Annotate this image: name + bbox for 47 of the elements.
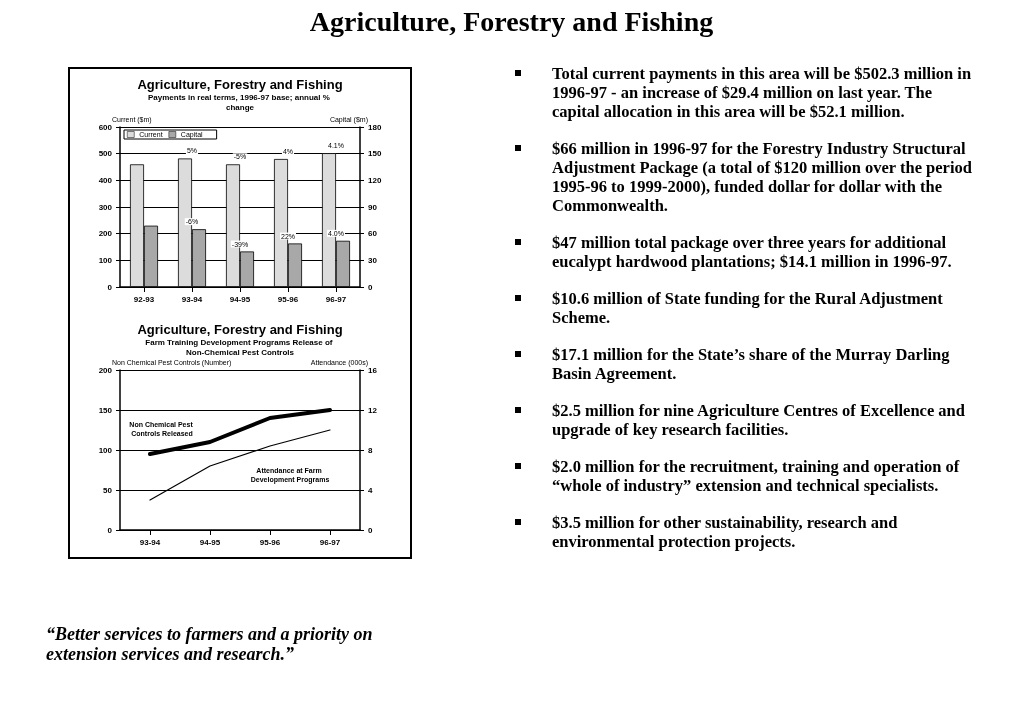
y-tick-label: 300: [98, 202, 113, 212]
y2-tick-label: 30: [368, 255, 378, 265]
y2-tick-label: 60: [368, 229, 378, 239]
x-tick-label: 96-97: [319, 537, 341, 547]
y-tick-label: 400: [98, 175, 113, 185]
x-tick-label: 94-95: [199, 537, 221, 547]
y2-tick-label: 0: [368, 525, 373, 535]
y2-tick-label: 0: [368, 282, 373, 292]
y-tick-label: 200: [98, 229, 113, 239]
x-tick-label: 93-94: [181, 294, 203, 304]
y2-tick-label: 8: [368, 445, 373, 455]
y-tick-label: 100: [98, 255, 113, 265]
y2-tick-label: 120: [368, 175, 382, 185]
y-tick-label: 100: [98, 445, 113, 455]
chart-title: Agriculture, Forestry and Fishing: [137, 77, 343, 92]
y2-tick-label: 4: [368, 485, 373, 495]
text: Total current payments in this area will be $502.3 million in 1996-97 - an increase of $29.4 million on last year. The capital allocation in this area will be $52.1 million.: [551, 64, 973, 121]
y-tick-label: 500: [98, 149, 113, 159]
x-tick-label: 96-97: [325, 294, 347, 304]
y2-tick-label: 12: [368, 405, 378, 415]
y-tick-label: 50: [103, 485, 113, 495]
text: $47 million total package over three years for additional eucalypt hardwood plantations; $14.1 million in 1996-97.: [551, 233, 953, 271]
y-tick-label: 150: [98, 405, 113, 415]
text: “Better services to farmers and a priority on extension services and research.”: [46, 624, 374, 664]
y2-tick-label: 16: [368, 365, 378, 375]
chart-subtitle: Farm Training Development Programs Release of Non-Chemical Pest Controls: [145, 337, 335, 357]
x-tick-label: 94-95: [229, 294, 251, 304]
x-tick-label: 93-94: [139, 537, 161, 547]
chart-subtitle: Payments in real terms, 1996-97 base; annual % change: [147, 92, 333, 112]
x-tick-label: 95-96: [259, 537, 281, 547]
text: Agriculture, Forestry and Fishing: [308, 6, 715, 38]
y-tick-label: 600: [98, 122, 113, 132]
x-tick-label: 92-93: [133, 294, 155, 304]
y2-tick-label: 180: [368, 122, 382, 132]
text: $17.1 million for the State’s share of the Murray Darling Basin Agreement.: [551, 345, 951, 383]
text: $10.6 million of State funding for the Rural Adjustment Scheme.: [551, 289, 944, 327]
y-tick-label: 200: [98, 365, 113, 375]
y2-tick-label: 90: [368, 202, 378, 212]
chart-title: Agriculture, Forestry and Fishing: [137, 322, 343, 337]
x-tick-label: 95-96: [277, 294, 299, 304]
y2-tick-label: 150: [368, 149, 382, 159]
text: $2.0 million for the recruitment, training and operation of “whole of industry” extension and technical specialists.: [551, 457, 961, 495]
text: $3.5 million for other sustainability, research and environmental protection projects.: [551, 513, 899, 551]
y-tick-label: 0: [107, 525, 113, 535]
text: $2.5 million for nine Agriculture Centres of Excellence and upgrade of key research facilities.: [551, 401, 966, 439]
text: $66 million in 1996-97 for the Forestry Industry Structural Adjustment Package (a total of $120 million over the period 1995-96 to 1999-2000), funded dollar for dollar with the Commonwealth.: [551, 139, 973, 215]
y-tick-label: 0: [107, 282, 113, 292]
